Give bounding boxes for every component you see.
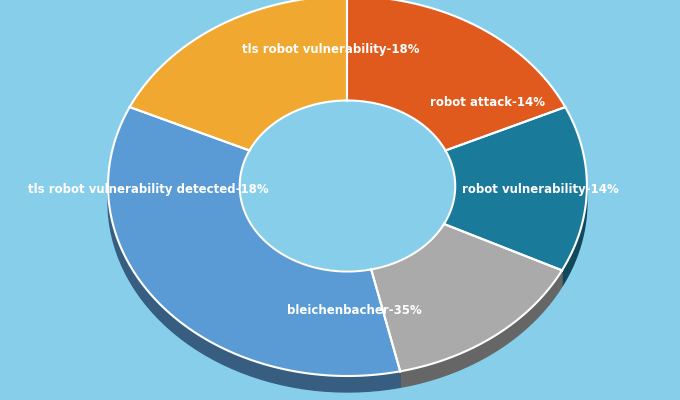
Text: robot vulnerability-14%: robot vulnerability-14%: [462, 184, 619, 196]
Polygon shape: [240, 188, 371, 288]
Text: bleichenbacher-35%: bleichenbacher-35%: [287, 304, 422, 316]
Polygon shape: [108, 191, 401, 392]
Polygon shape: [371, 224, 444, 285]
Polygon shape: [401, 270, 562, 387]
Polygon shape: [562, 187, 587, 286]
Polygon shape: [371, 224, 562, 371]
Text: tls robot vulnerability detected-18%: tls robot vulnerability detected-18%: [28, 184, 268, 196]
Polygon shape: [444, 107, 587, 270]
Text: tls robot vulnerability-18%: tls robot vulnerability-18%: [242, 44, 420, 56]
Polygon shape: [108, 107, 401, 376]
Text: robot attack-14%: robot attack-14%: [430, 96, 545, 108]
Polygon shape: [347, 0, 565, 150]
Polygon shape: [444, 186, 455, 240]
Polygon shape: [130, 0, 347, 150]
